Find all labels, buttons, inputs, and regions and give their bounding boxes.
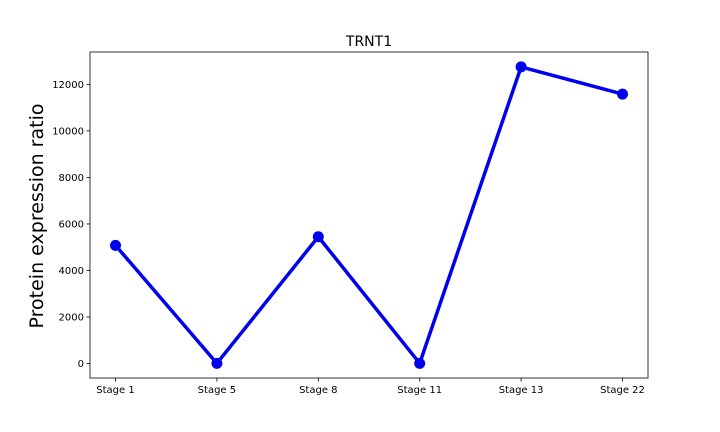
data-point <box>312 231 324 243</box>
x-tick-label: Stage 22 <box>600 385 645 396</box>
plot-area-frame <box>89 51 649 379</box>
data-point <box>617 88 628 100</box>
data-point <box>515 61 527 73</box>
x-tick-label: Stage 1 <box>96 385 134 396</box>
y-tick-label: 8000 <box>59 173 84 184</box>
x-axis: Stage 1 Stage 5 Stage 8 Stage 11 Stage 13 Sta… <box>96 378 645 396</box>
y-axis: 0 2000 4000 6000 8000 10000 12000 <box>52 80 90 370</box>
y-tick-label: 10000 <box>52 126 84 137</box>
x-tick-label: Stage 11 <box>397 385 442 396</box>
data-point <box>414 357 426 369</box>
y-tick-label: 6000 <box>59 219 84 230</box>
data-point <box>211 357 223 369</box>
x-tick-label: Stage 5 <box>198 385 236 396</box>
y-tick-label: 12000 <box>52 80 84 91</box>
y-tick-label: 0 <box>78 359 84 370</box>
series-line <box>114 65 623 366</box>
data-point <box>110 239 121 251</box>
y-tick-label: 4000 <box>59 266 84 277</box>
y-axis-label: Protein expression ratio <box>26 104 48 329</box>
series-protein-expression <box>110 61 628 369</box>
x-tick-label: Stage 13 <box>499 385 544 396</box>
x-tick-label: Stage 8 <box>299 385 337 396</box>
y-tick-label: 2000 <box>59 313 84 324</box>
chart-title: TRNT1 <box>345 34 392 50</box>
